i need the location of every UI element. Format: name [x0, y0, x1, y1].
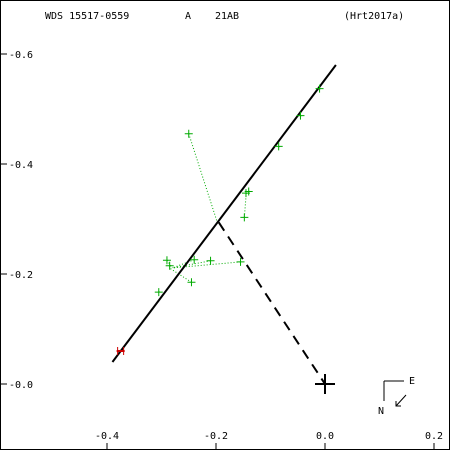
periastron-dash-line	[217, 221, 326, 385]
observation-point	[236, 257, 245, 266]
observation-point	[190, 255, 199, 264]
residual-line	[172, 260, 211, 269]
header-disc: 21AB	[215, 11, 239, 22]
observation-point	[187, 278, 196, 287]
observation-point	[184, 129, 193, 138]
y-tick-label: -0.0	[9, 380, 33, 391]
compass-east-label: E	[409, 376, 415, 387]
orbit-line	[111, 64, 337, 363]
compass-north-label: N	[378, 406, 384, 417]
axes: -0.4 -0.2 0.0 0.2 -0.0 -0.2 -0.4 -0.6	[1, 50, 443, 449]
header-component: A	[185, 11, 191, 22]
header-wds: WDS 15517-0559	[45, 11, 129, 22]
observation-point	[315, 84, 324, 93]
y-tick-label: -0.4	[9, 160, 33, 171]
observation-point	[165, 261, 174, 270]
residual-line	[169, 268, 192, 283]
y-tick-label: -0.2	[9, 270, 33, 281]
observation-point	[296, 111, 305, 120]
header-reference: (Hrt2017a)	[344, 11, 404, 22]
observation-point	[206, 256, 215, 265]
observation-point	[154, 288, 163, 297]
x-tick-label: -0.2	[204, 431, 228, 442]
observation-point	[240, 213, 249, 222]
observation-point	[241, 189, 250, 198]
compass-motion-arrow	[395, 394, 407, 407]
y-tick-label: -0.6	[9, 50, 33, 61]
x-tick-label: 0.2	[425, 431, 443, 442]
observation-points	[154, 84, 324, 297]
observation-point	[274, 142, 283, 151]
observation-point	[162, 256, 171, 265]
x-tick-label: 0.0	[316, 431, 334, 442]
residual-line	[172, 261, 241, 269]
compass-arrow-head	[395, 401, 401, 407]
residual-line	[172, 259, 195, 269]
x-tick-label: -0.4	[95, 431, 119, 442]
compass: E N	[378, 376, 415, 417]
orbit-layer	[111, 64, 337, 394]
residual-line	[188, 133, 218, 222]
